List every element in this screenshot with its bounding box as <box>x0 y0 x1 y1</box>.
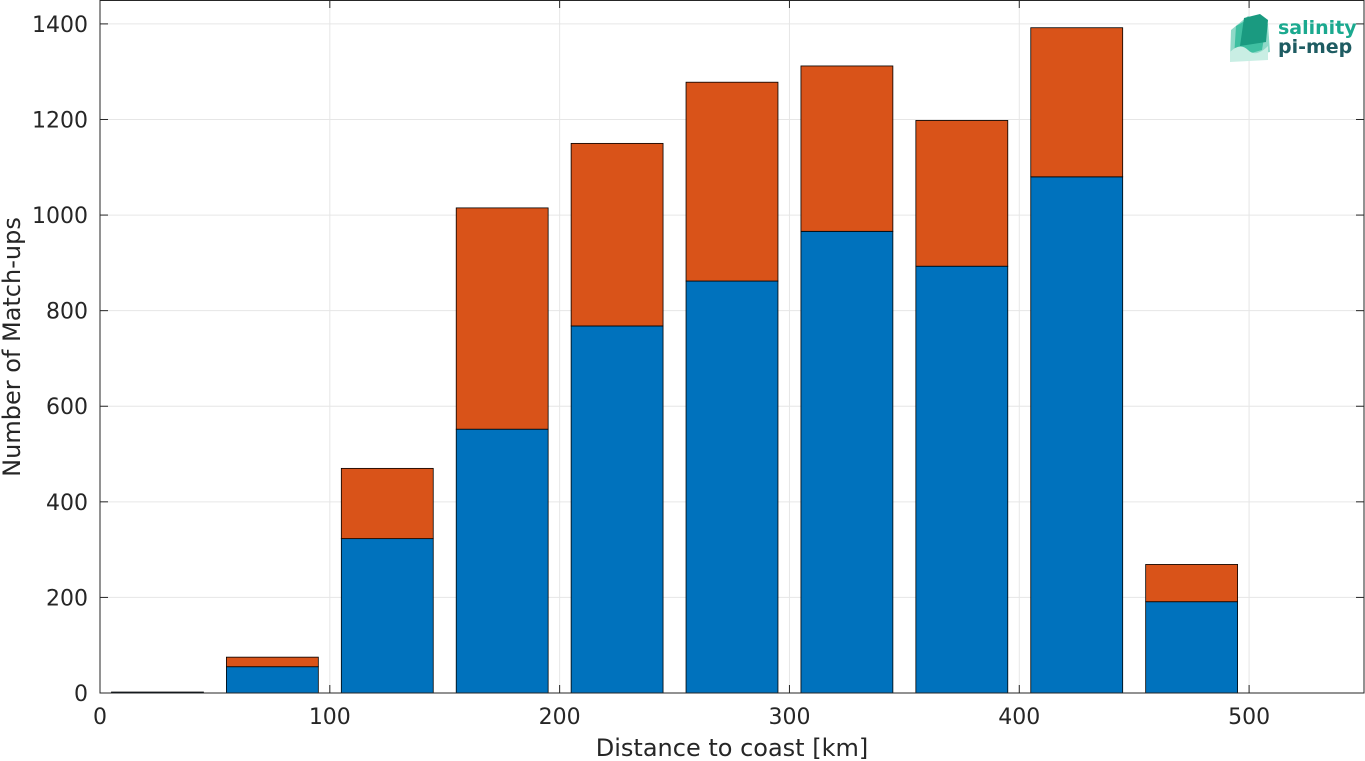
logo-text-pi-mep: pi-mep <box>1278 36 1352 58</box>
wave-logo-icon <box>1230 14 1270 62</box>
y-tick-label: 1000 <box>32 204 88 229</box>
bar-lower-225 <box>570 325 664 694</box>
bar-upper-475 <box>1145 564 1238 603</box>
bar-upper-425 <box>1030 27 1124 178</box>
logo-text-salinity: salinity <box>1278 17 1357 39</box>
x-tick-label: 400 <box>998 705 1040 730</box>
plot-frame <box>99 0 1365 694</box>
y-tick-label: 0 <box>74 682 88 707</box>
bar-lower-475 <box>1145 601 1238 694</box>
bar-upper-225 <box>570 142 664 327</box>
y-tick-label: 400 <box>46 491 88 516</box>
salinity-pi-mep-logo: salinity pi-mep <box>1230 14 1357 62</box>
bar-lower-75 <box>225 666 319 694</box>
bar-upper-325 <box>800 65 894 232</box>
y-tick-label: 800 <box>46 300 88 325</box>
bars <box>111 27 1238 694</box>
bar-lower-425 <box>1030 176 1124 694</box>
x-axis-label: Distance to coast [km] <box>596 734 868 761</box>
bar-upper-275 <box>685 81 779 282</box>
bar-upper-125 <box>340 467 434 540</box>
bar-lower-175 <box>455 428 549 694</box>
x-tick-label: 300 <box>768 705 810 730</box>
bar-lower-325 <box>800 230 894 694</box>
x-tick-label: 100 <box>309 705 351 730</box>
x-tick-label: 200 <box>539 705 581 730</box>
bar-lower-375 <box>915 265 1009 694</box>
bar-lower-275 <box>685 280 779 694</box>
y-tick-label: 200 <box>46 586 88 611</box>
bar-upper-175 <box>455 207 549 430</box>
x-tick-label: 500 <box>1228 705 1270 730</box>
bar-upper-75 <box>225 656 319 668</box>
x-tick-label: 0 <box>93 705 107 730</box>
x-axis-ticks: 0 100 200 300 400 500 <box>93 0 1270 730</box>
y-tick-label: 1200 <box>32 108 88 133</box>
bar-upper-375 <box>915 120 1009 267</box>
y-tick-label: 600 <box>46 395 88 420</box>
y-axis-ticks: 0 200 400 600 800 1000 1200 1400 <box>32 13 1364 707</box>
y-axis-label: Number of Match-ups <box>0 217 26 477</box>
bar-lower-125 <box>340 538 434 694</box>
y-tick-label: 1400 <box>32 13 88 38</box>
